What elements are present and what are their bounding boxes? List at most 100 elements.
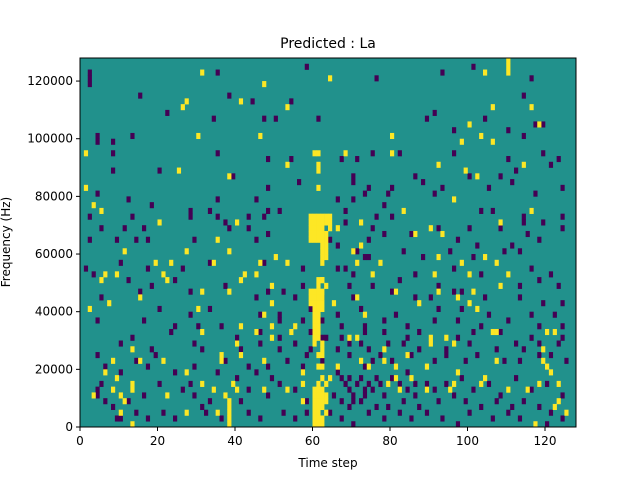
heatmap-cell-low <box>413 294 418 301</box>
heatmap-cell-high <box>312 415 317 422</box>
heatmap-cell-high <box>545 363 550 370</box>
heatmap-cell-high <box>227 403 232 411</box>
heatmap-cell-high <box>308 288 313 295</box>
heatmap-cell-low <box>161 409 166 416</box>
heatmap-cell-low <box>359 398 364 405</box>
heatmap-cell-low <box>134 236 139 243</box>
heatmap-cell-low <box>556 156 561 163</box>
heatmap-cell-high <box>498 282 503 289</box>
heatmap-cell-high <box>316 300 321 307</box>
heatmap-cell-high <box>227 409 232 416</box>
heatmap-cell-high <box>316 403 321 411</box>
heatmap-cell-low <box>258 328 263 336</box>
heatmap-cell-low <box>145 265 151 272</box>
heatmap-cell-low <box>486 380 492 387</box>
heatmap-cell-low <box>386 340 391 347</box>
heatmap-cell-high <box>320 340 325 347</box>
heatmap-cell-low <box>273 115 278 122</box>
heatmap-cell-low <box>111 403 116 411</box>
heatmap-cell-high <box>529 104 534 111</box>
heatmap-cell-low <box>548 271 554 278</box>
y-tick-label: 80000 <box>35 189 73 203</box>
heatmap-cell-low <box>366 236 371 243</box>
heatmap-cell-high <box>316 421 321 428</box>
heatmap-cell-high <box>444 334 449 341</box>
heatmap-cell-high <box>320 346 325 353</box>
heatmap-cell-high <box>320 225 325 232</box>
heatmap-cell-high <box>320 398 325 405</box>
heatmap-cell-low <box>370 357 375 364</box>
heatmap-cell-high <box>180 104 185 111</box>
heatmap-cell-low <box>200 403 205 411</box>
heatmap-cell-low <box>246 225 251 232</box>
heatmap-cell-low <box>111 167 116 174</box>
heatmap-cell-low <box>266 288 271 295</box>
heatmap-cell-high <box>498 219 503 226</box>
heatmap-cell-low <box>362 190 368 197</box>
heatmap-cell-low <box>471 386 476 393</box>
heatmap-cell-high <box>130 380 135 387</box>
heatmap-cell-high <box>235 340 240 347</box>
heatmap-cell-low <box>304 398 309 405</box>
heatmap-cell-low <box>397 380 402 387</box>
heatmap-cell-high <box>312 334 317 341</box>
heatmap-cell-high <box>285 161 290 168</box>
heatmap-cell-high <box>122 398 127 405</box>
heatmap-cell-low <box>258 340 263 347</box>
heatmap-cell-high <box>432 271 437 278</box>
heatmap-cell-high <box>390 132 395 140</box>
heatmap-cell-low <box>347 375 352 382</box>
heatmap-cell-low <box>467 173 472 180</box>
heatmap-cell-low <box>118 340 123 347</box>
heatmap-cell-high <box>238 98 244 105</box>
heatmap-cell-low <box>390 184 395 191</box>
heatmap-cell-high <box>401 207 406 214</box>
heatmap-cell-high <box>320 277 325 284</box>
heatmap-cell-high <box>328 375 333 382</box>
heatmap-cell-low <box>455 317 461 324</box>
heatmap-cell-high <box>393 288 399 295</box>
heatmap-cell-high <box>320 403 325 411</box>
heatmap-cell-low <box>331 392 337 399</box>
heatmap-cell-low <box>548 409 554 416</box>
heatmap-cell-low <box>370 150 375 157</box>
heatmap-cell-low <box>114 415 120 422</box>
heatmap-cell-high <box>382 346 387 353</box>
heatmap-cell-low <box>289 98 294 105</box>
heatmap-cell-low <box>471 328 476 336</box>
heatmap-cell-high <box>316 236 321 243</box>
heatmap-cell-low <box>343 380 348 387</box>
heatmap-cell-low <box>304 409 309 416</box>
heatmap-cell-low <box>347 352 352 359</box>
heatmap-cell-low <box>192 340 197 347</box>
heatmap-cell-high <box>316 323 321 330</box>
heatmap-cell-low <box>95 190 100 197</box>
heatmap-cell-high <box>107 300 112 307</box>
heatmap-cell-low <box>355 156 360 163</box>
heatmap-cell-low <box>300 363 306 370</box>
heatmap-cell-low <box>502 248 507 255</box>
heatmap-cell-low <box>95 132 100 140</box>
heatmap-cell-low <box>521 92 526 99</box>
heatmap-cell-low <box>444 352 449 359</box>
heatmap-cell-low <box>169 328 174 336</box>
heatmap-cell-high <box>328 225 333 232</box>
heatmap-cell-low <box>134 409 139 416</box>
heatmap-cell-high <box>324 213 329 220</box>
heatmap-cell-low <box>386 403 391 411</box>
heatmap-cell-high <box>436 254 441 261</box>
heatmap-cell-low <box>180 265 185 272</box>
heatmap-cell-high <box>308 294 313 301</box>
heatmap-cell-low <box>300 282 306 289</box>
heatmap-cell-low <box>444 346 449 353</box>
heatmap-cell-low <box>432 386 437 393</box>
heatmap-cell-low <box>521 346 526 353</box>
heatmap-cell-high <box>320 213 325 220</box>
heatmap-cell-low <box>266 363 271 370</box>
heatmap-cell-low <box>335 346 340 353</box>
y-axis-ticks: 0 20000 40000 60000 80000 100000 120000 <box>27 74 80 434</box>
heatmap-cell-low <box>471 254 476 261</box>
heatmap-cell-low <box>552 311 557 318</box>
heatmap-cell-high <box>320 254 325 261</box>
heatmap-cell-low <box>471 63 476 70</box>
